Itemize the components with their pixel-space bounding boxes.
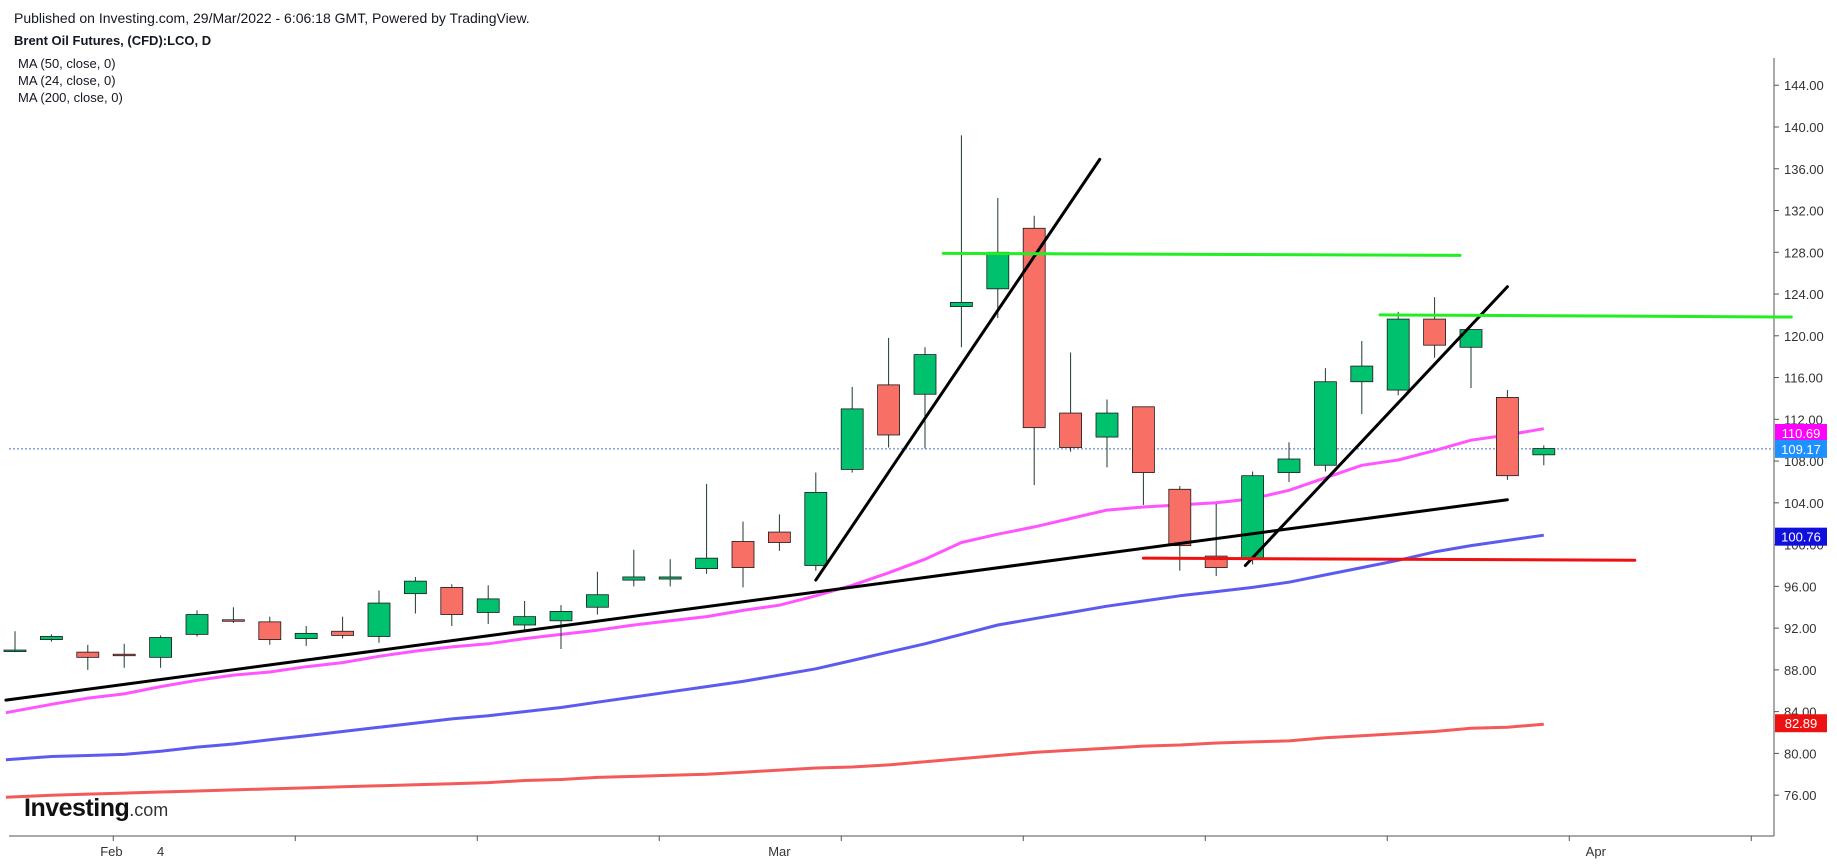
logo-brand: Investing (24, 794, 130, 822)
candle[interactable] (804, 491, 828, 566)
candle[interactable] (986, 251, 1010, 290)
y-tick-label: 140.00 (1784, 120, 1824, 135)
logo-suffix: .com (129, 800, 169, 820)
badge-ma200: 82.89 (1785, 716, 1818, 731)
candle[interactable] (1132, 406, 1155, 473)
candle[interactable] (513, 616, 536, 626)
published-header: Published on Investing.com, 29/Mar/2022 … (14, 10, 530, 26)
candle[interactable] (1059, 412, 1082, 448)
y-tick-label: 112.00 (1784, 412, 1823, 427)
candle[interactable] (1277, 458, 1301, 473)
candle[interactable] (1496, 396, 1519, 477)
badge-ma200-bg (1775, 714, 1827, 733)
candle[interactable] (658, 576, 682, 580)
candle[interactable] (877, 384, 900, 436)
y-tick-label: 124.00 (1784, 287, 1824, 302)
candle[interactable] (913, 354, 937, 395)
badge-ma50-bg (1775, 527, 1827, 546)
candle[interactable] (1350, 365, 1374, 383)
candle[interactable] (76, 651, 100, 658)
candle[interactable] (622, 576, 646, 581)
badge-ma50: 100.76 (1781, 530, 1821, 545)
candle[interactable] (549, 611, 573, 622)
x-tick-label: Mar (768, 844, 791, 859)
candle[interactable] (1168, 488, 1192, 547)
candle[interactable] (403, 580, 427, 595)
candle[interactable] (258, 621, 282, 641)
badge-ma24: 110.69 (1782, 426, 1821, 441)
candle[interactable] (149, 637, 173, 658)
y-tick-label: 96.00 (1784, 579, 1817, 594)
y-tick-label: 92.00 (1784, 621, 1817, 636)
candle[interactable] (1532, 448, 1556, 456)
candle[interactable] (1204, 555, 1228, 568)
candle[interactable] (1095, 412, 1119, 438)
candle[interactable] (1241, 475, 1264, 560)
badge-last-price-bg (1775, 439, 1827, 458)
candle[interactable] (331, 630, 355, 636)
y-tick-label: 120.00 (1784, 329, 1824, 344)
candle[interactable] (367, 602, 391, 637)
x-tick-label: Feb (100, 844, 122, 859)
indicator-label-ma50[interactable]: MA (50, close, 0) (18, 56, 116, 71)
candle[interactable] (1314, 381, 1337, 466)
y-tick-label: 80.00 (1784, 746, 1817, 761)
x-tick-label: Apr (1586, 844, 1607, 859)
drawing-upper-resistance[interactable] (941, 251, 1462, 257)
candle[interactable] (476, 598, 500, 613)
candle[interactable] (768, 531, 791, 543)
symbol-title: Brent Oil Futures, (CFD):LCO, D (14, 33, 212, 48)
y-tick-label: 88.00 (1784, 663, 1817, 678)
candle[interactable] (1423, 318, 1446, 346)
candle[interactable] (112, 653, 136, 657)
badge-last-price: 109.17 (1781, 442, 1821, 457)
y-tick-label: 132.00 (1784, 204, 1824, 219)
candle[interactable] (221, 619, 245, 622)
drawing-long-uptrend[interactable] (4, 498, 1509, 702)
y-tick-label: 128.00 (1784, 245, 1824, 260)
y-tick-label: 116.00 (1784, 371, 1823, 386)
investing-logo: Investing.com (24, 794, 168, 823)
ma-line-2[interactable] (5, 722, 1544, 799)
candle[interactable] (1022, 227, 1046, 429)
drawing-support[interactable] (1141, 556, 1637, 562)
candle[interactable] (40, 636, 63, 641)
candle[interactable] (586, 594, 609, 608)
candle[interactable] (440, 587, 464, 615)
indicator-label-ma200[interactable]: MA (200, close, 0) (18, 90, 123, 105)
candle[interactable] (950, 301, 973, 307)
candle[interactable] (695, 557, 718, 570)
ma-line-1[interactable] (5, 533, 1545, 762)
badge-ma24-bg (1775, 423, 1827, 442)
drawing-spike-trendline[interactable] (814, 157, 1102, 582)
candle[interactable] (1386, 318, 1410, 391)
x-tick-label: 4 (157, 844, 164, 859)
y-tick-label: 144.00 (1784, 78, 1824, 93)
y-tick-label: 104.00 (1784, 496, 1824, 511)
ma-line-0[interactable] (5, 427, 1545, 715)
candle[interactable] (731, 541, 755, 568)
candle[interactable] (3, 649, 27, 652)
candle[interactable] (294, 632, 318, 639)
drawing-middle-resistance[interactable] (1378, 313, 1793, 319)
candle[interactable] (840, 408, 864, 470)
indicator-label-ma24[interactable]: MA (24, close, 0) (18, 73, 116, 88)
y-tick-label: 136.00 (1784, 162, 1824, 177)
y-tick-label: 76.00 (1784, 788, 1817, 803)
drawing-late-trendline[interactable] (1243, 285, 1509, 567)
candle[interactable] (185, 614, 209, 635)
